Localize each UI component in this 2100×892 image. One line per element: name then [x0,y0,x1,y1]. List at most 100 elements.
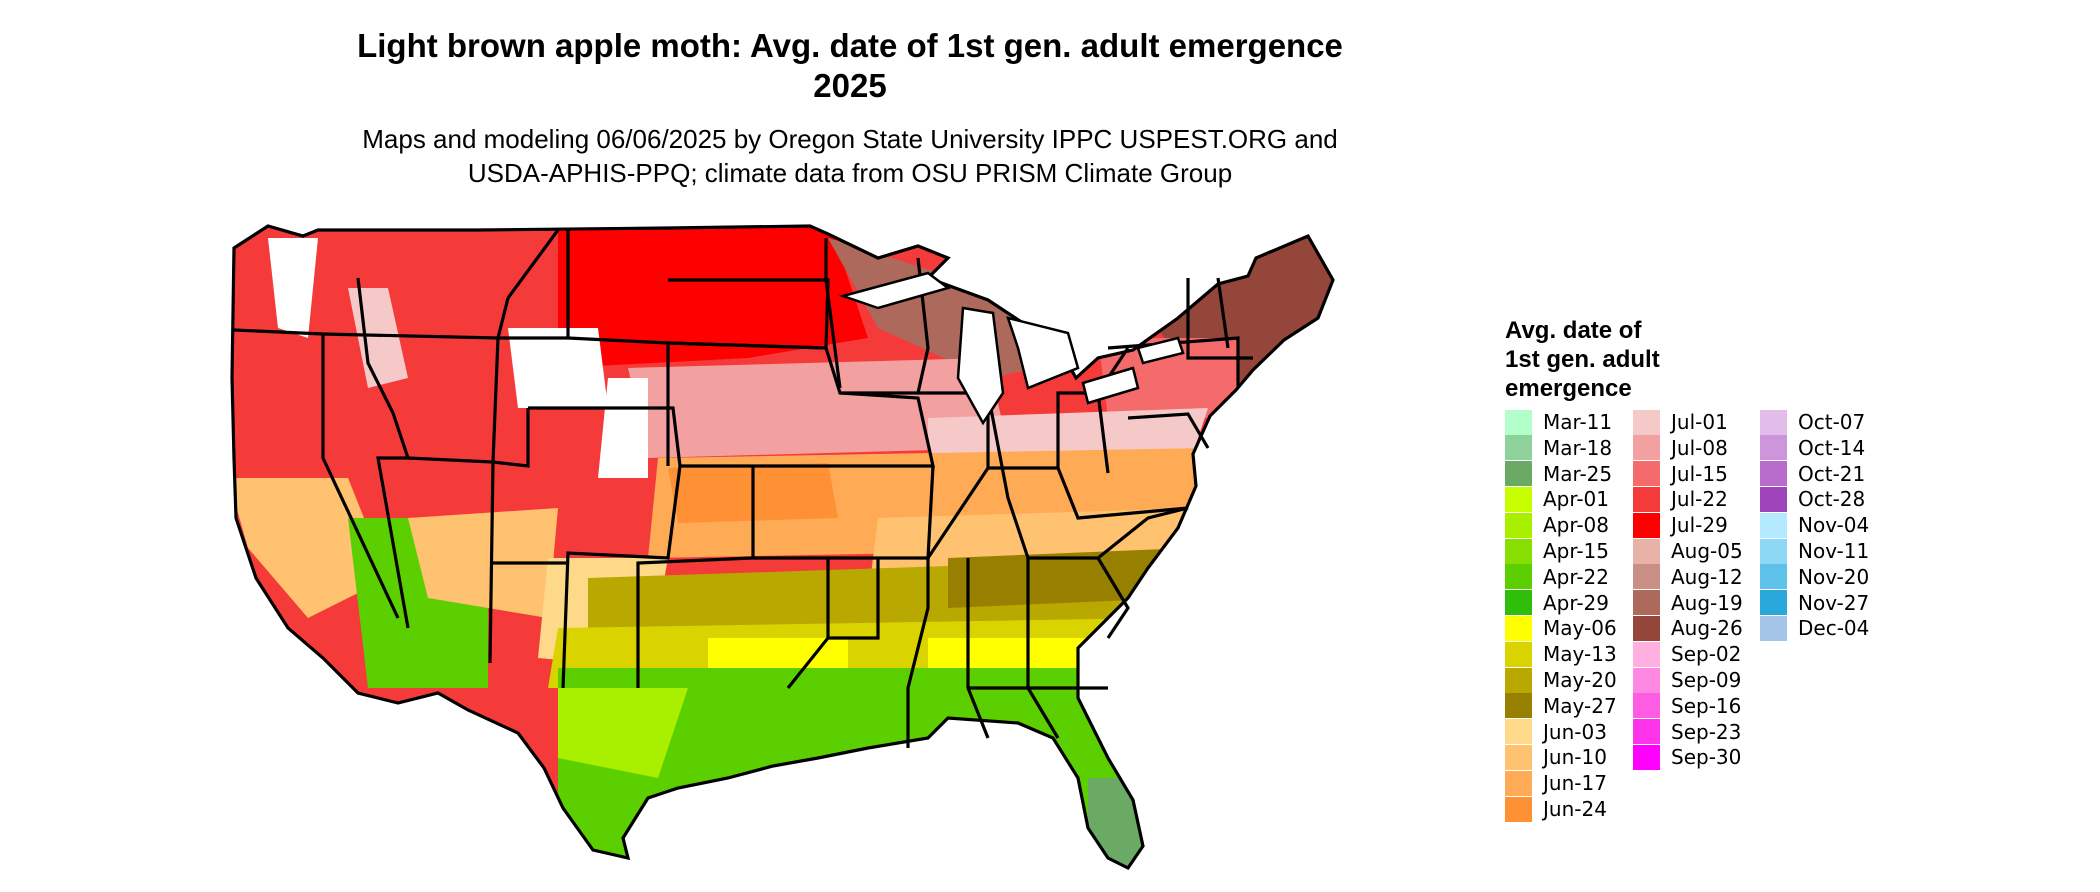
legend-swatch [1760,564,1787,590]
legend-item: May-13 [1505,641,1617,667]
legend-item: Nov-04 [1760,512,1870,538]
legend-label: Jul-29 [1671,513,1728,538]
legend-swatch [1633,641,1660,667]
legend-item: May-06 [1505,615,1617,641]
legend-swatch [1633,693,1660,719]
legend-label: Mar-18 [1543,435,1613,460]
legend-swatch [1633,461,1660,487]
legend-label: Sep-02 [1671,642,1742,667]
legend-swatch [1633,486,1660,512]
legend-label: Jun-17 [1543,771,1607,796]
legend-label: Jul-15 [1671,461,1728,486]
legend-item: Jul-08 [1633,435,1728,461]
legend-item: Apr-08 [1505,512,1609,538]
legend-swatch [1760,461,1787,487]
map-subtitle: Maps and modeling 06/06/2025 by Oregon S… [362,124,1338,154]
map-title: Light brown apple moth: Avg. date of 1st… [357,27,1343,64]
legend-swatch [1760,435,1787,461]
legend-label: Aug-26 [1671,616,1743,641]
legend-swatch [1760,512,1787,538]
legend-label: May-06 [1543,616,1617,641]
legend-item: Jul-01 [1633,409,1728,435]
legend-label: Mar-25 [1543,461,1613,486]
legend-swatch [1505,744,1532,770]
legend-label: Aug-12 [1671,564,1743,589]
legend-label: Sep-09 [1671,668,1742,692]
legend-swatch [1505,693,1532,719]
legend-swatch [1505,435,1532,461]
legend-swatch [1505,641,1532,667]
legend-item: Mar-25 [1505,461,1613,487]
us-emergence-map [230,224,1335,870]
legend-label: Sep-16 [1671,693,1742,718]
legend-item: Oct-28 [1760,486,1866,512]
legend-swatch [1505,409,1532,435]
legend-label: Sep-23 [1671,719,1742,744]
legend-label: Aug-19 [1671,590,1743,615]
legend-swatch [1633,744,1660,770]
legend-label: Nov-11 [1798,539,1870,563]
legend-item: Nov-11 [1760,538,1870,564]
legend-swatch [1505,667,1532,693]
legend-item: Aug-05 [1633,538,1743,564]
legend-item: Apr-29 [1505,590,1609,616]
legend-item: Jul-22 [1633,486,1728,512]
legend-label: Jun-10 [1543,745,1607,770]
legend-item: Nov-20 [1760,564,1869,590]
legend-label: Nov-27 [1798,590,1870,615]
legend-item: Oct-07 [1760,409,1866,435]
legend-item: Aug-19 [1633,590,1743,616]
legend-item: Oct-21 [1760,461,1866,487]
legend-label: Sep-30 [1671,745,1742,770]
legend-swatch [1505,615,1532,641]
emergence-color-bands [232,226,1333,868]
legend-label: Oct-14 [1798,435,1866,460]
legend-label: Oct-07 [1798,410,1866,434]
legend-swatch [1633,435,1660,461]
legend-item: Jul-29 [1633,512,1728,538]
legend-label: Mar-11 [1543,410,1613,434]
legend-swatch [1633,719,1660,745]
legend-item: Jun-10 [1505,744,1607,770]
legend-label: Oct-28 [1798,487,1866,512]
legend-swatch [1760,590,1787,616]
legend-swatch [1633,564,1660,590]
legend-item: Dec-04 [1760,615,1869,641]
great-lakes [838,271,1185,426]
legend-swatch [1505,538,1532,564]
legend-item: Jun-03 [1505,719,1607,745]
legend-item: Jun-24 [1505,796,1607,822]
legend-swatch [1633,538,1660,564]
legend-item: Sep-02 [1633,641,1742,667]
legend-label: Nov-04 [1798,513,1870,538]
legend-item: Nov-27 [1760,590,1870,616]
legend-swatch [1760,615,1787,641]
legend-swatch [1505,461,1532,487]
legend-swatch [1505,796,1532,822]
legend-title: Avg. date of 1st gen. adult emergence [1505,317,1660,402]
legend-label: Apr-08 [1543,513,1609,538]
map-subtitle-line2: USDA-APHIS-PPQ; climate data from OSU PR… [467,158,1233,188]
legend-swatch [1760,409,1787,435]
legend-item: Jun-17 [1505,770,1607,796]
legend-label: Apr-29 [1543,590,1609,615]
legend-item: Apr-15 [1505,538,1609,564]
legend-label: Apr-15 [1543,539,1609,563]
legend-label: Jun-03 [1543,719,1607,744]
map-title-year: 2025 [813,67,887,104]
legend-label: Apr-22 [1543,564,1609,589]
legend-swatch [1505,719,1532,745]
legend-label: Jul-22 [1671,487,1728,512]
legend-item: Apr-01 [1505,486,1609,512]
legend-item: Sep-09 [1633,667,1742,693]
legend-swatch [1505,512,1532,538]
legend-item: Oct-14 [1760,435,1866,461]
legend-item: Sep-16 [1633,693,1742,719]
legend-label: Oct-21 [1798,461,1866,486]
legend-item: Mar-11 [1505,409,1613,435]
legend-label: May-20 [1543,668,1617,692]
legend-swatch [1760,486,1787,512]
legend-item: May-20 [1505,667,1617,693]
legend-label: Jul-01 [1671,410,1728,434]
legend-swatch [1505,486,1532,512]
